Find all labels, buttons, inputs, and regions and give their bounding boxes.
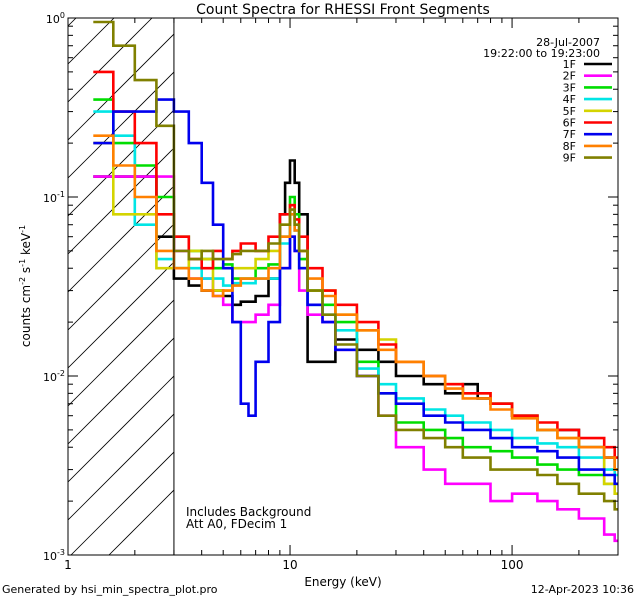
legend-label: 7F [563, 128, 576, 141]
hatch-line [68, 223, 174, 331]
legend-label: 4F [563, 93, 576, 106]
hatch-line [70, 451, 174, 555]
date-label: 28-Jul-2007 [536, 36, 600, 49]
legend-label: 5F [563, 105, 576, 118]
hatch-line [68, 33, 174, 141]
hatch-line [68, 185, 174, 293]
legend-label: 1F [563, 58, 576, 71]
time-range-label: 19:22:00 to 19:23:00 [483, 47, 600, 60]
legend-label: 2F [563, 70, 576, 83]
legend-label: 9F [563, 152, 576, 165]
series-9f [93, 20, 618, 511]
plot-frame [67, 17, 619, 556]
legend-label: 6F [563, 117, 576, 130]
hatch-line [68, 147, 174, 255]
chart-title: Count Spectra for RHESSI Front Segments [196, 2, 490, 18]
y-tick-label: 100 [46, 11, 65, 26]
y-tick-labels: 100 10-1 10-2 10-3 [43, 11, 65, 563]
background-note: Includes Background [186, 505, 311, 519]
legend-label: 8F [563, 140, 576, 153]
hatch-line [68, 337, 174, 445]
y-tick-label: 10-3 [43, 548, 65, 563]
x-axis-label: Energy (keV) [304, 575, 381, 589]
y-tick-label: 10-2 [43, 369, 65, 384]
hatch-line [68, 109, 174, 217]
x-tick-labels: 1 10 100 [64, 558, 523, 572]
attenuator-note: Att A0, FDecim 1 [186, 517, 287, 531]
hatch-line [68, 299, 174, 407]
hatch-line [68, 413, 174, 521]
series-layer [93, 20, 618, 543]
hatch-line [68, 71, 174, 179]
hatch-line [68, 375, 174, 483]
generated-timestamp: 12-Apr-2023 10:36 [530, 583, 634, 596]
y-axis-label: counts cm-2 s-1 keV-1 [18, 225, 33, 347]
generator-credit: Generated by hsi_min_spectra_plot.pro [2, 583, 218, 596]
axis-ticks [67, 17, 619, 556]
legend-label: 3F [563, 81, 576, 94]
x-tick-label: 100 [501, 558, 524, 572]
x-tick-label: 1 [64, 558, 72, 572]
hatch-line [108, 489, 174, 555]
series-7f [93, 98, 618, 486]
y-tick-label: 10-1 [43, 190, 65, 205]
x-tick-label: 10 [282, 558, 297, 572]
